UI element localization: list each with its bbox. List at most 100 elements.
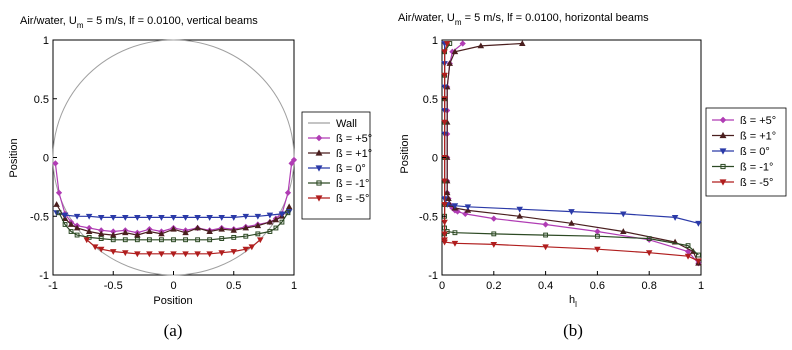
- legend-entry: ß = +1°: [308, 148, 372, 160]
- series-3-point: [110, 215, 117, 221]
- legend-marker: [719, 131, 727, 139]
- legend-marker: [719, 179, 727, 186]
- series-4-point: [98, 236, 104, 241]
- series-3-point: [230, 215, 237, 221]
- series-2-point: [445, 195, 452, 202]
- chart-a-x-axis-label: Position: [153, 295, 192, 307]
- series-4-point: [231, 234, 237, 240]
- series-3-point: [122, 215, 129, 221]
- legend-label: ß = +5°: [336, 133, 372, 145]
- series-3-point: [182, 215, 189, 221]
- series-3-point: [242, 213, 250, 220]
- chart-b-caption: (b): [563, 321, 583, 340]
- series-2-point: [170, 225, 177, 232]
- series-4-point: [110, 237, 116, 243]
- series-5-point: [146, 251, 153, 258]
- series-1-point: [288, 160, 295, 167]
- series-5-point: [170, 251, 177, 258]
- series-5-point: [248, 244, 256, 251]
- series-4-point: [74, 232, 80, 238]
- legend-marker: [720, 163, 726, 170]
- series-4-point: [491, 231, 497, 237]
- series-1-point: [542, 221, 549, 228]
- series-1-point: [459, 40, 466, 47]
- series-2-point: [230, 226, 237, 233]
- y-tick-label: -0.5: [419, 211, 438, 223]
- chart-b-y-ticks: -1 -0.5 0 0.5 1: [419, 35, 446, 282]
- series-4-point: [243, 233, 249, 239]
- series-5-point: [490, 242, 498, 248]
- series-4-point: [56, 210, 62, 216]
- legend-entry: ß = -5°: [308, 193, 369, 205]
- series-4-line: [58, 212, 289, 241]
- series-2-point: [73, 224, 81, 231]
- x-tick-label: -1: [48, 280, 58, 292]
- legend-entry: ß = +1°: [712, 131, 776, 143]
- legend-label: ß = 0°: [740, 146, 770, 158]
- series-2-point: [519, 40, 526, 46]
- legend-entry: ß = -1°: [712, 162, 773, 174]
- series-4-point: [685, 243, 691, 249]
- series-3-point: [146, 215, 153, 221]
- chart-panel-b: Air/water, Um = 5 m/s, lf = 0.0100, hori…: [398, 12, 787, 340]
- chart-a-legend: Wall ß = +5° ß = +1° ß = 0° ß = -1° ß = -5°: [301, 111, 372, 220]
- series-5-point: [441, 231, 448, 238]
- series-3-point: [620, 211, 627, 218]
- series-5-point: [645, 250, 653, 257]
- legend-label: ß = +5°: [740, 115, 776, 127]
- series-2-point: [110, 231, 117, 238]
- chart-b-legend: ß = +5° ß = +1° ß = 0° ß = -1° ß = -5°: [705, 107, 787, 197]
- series-5-point: [158, 251, 165, 258]
- legend-marker: [315, 165, 323, 172]
- series-3-point: [85, 213, 93, 220]
- chart-b-title: Air/water, Um = 5 m/s, lf = 0.0100, hori…: [398, 12, 649, 27]
- series-2-point: [266, 218, 274, 225]
- series-1-point: [290, 156, 298, 163]
- series-4-point: [68, 229, 74, 234]
- series-2-point: [146, 228, 153, 234]
- chart-a-y-ticks: -1 -0.5 0 0.5 1: [30, 35, 57, 282]
- series-2-point: [134, 231, 141, 238]
- series-4-point: [273, 225, 279, 231]
- series-1-point: [284, 189, 292, 196]
- series-5-point: [134, 251, 141, 258]
- legend-marker: [719, 148, 727, 155]
- series-5-point: [441, 202, 448, 208]
- series-4-point: [171, 237, 176, 243]
- series-4-point: [695, 252, 701, 258]
- y-tick-label: 1: [432, 35, 438, 47]
- series-5-point: [218, 250, 225, 257]
- series-5-point: [122, 250, 129, 257]
- y-tick-label: 0: [432, 153, 438, 165]
- series-3-point: [218, 215, 225, 221]
- legend-marker: [315, 149, 323, 156]
- series-2-point: [158, 230, 165, 237]
- chart-b-x-ticks: 0 0.2 0.4 0.6 0.8 1: [439, 271, 704, 292]
- series-2-group: [53, 201, 293, 238]
- series-2-point: [516, 212, 523, 219]
- legend-entry: Wall: [308, 118, 357, 130]
- x-tick-label: 0.8: [642, 280, 657, 292]
- series-2-point: [182, 229, 189, 236]
- series-3-point: [695, 220, 702, 227]
- x-tick-label: -0.5: [104, 280, 123, 292]
- y-tick-label: -0.5: [30, 211, 49, 223]
- series-2-point: [194, 224, 201, 231]
- legend-label: ß = +1°: [740, 131, 776, 143]
- x-tick-label: 0.5: [226, 280, 241, 292]
- series-3-point: [451, 203, 459, 210]
- series-2-point: [218, 225, 225, 232]
- series-4-point: [207, 237, 213, 243]
- series-3-point: [61, 212, 69, 219]
- series-2-point: [122, 229, 129, 236]
- series-2-point: [446, 60, 454, 66]
- series-4-point: [159, 237, 164, 243]
- series-3-point: [671, 215, 679, 221]
- series-3-point: [254, 213, 262, 220]
- chart-panel-a: Air/water, Um = 5 m/s, lf = 0.0100, vert…: [8, 15, 372, 340]
- series-2-point: [285, 203, 293, 210]
- series-5-point: [684, 253, 692, 260]
- series-4-point: [219, 236, 225, 241]
- series-1-point: [490, 215, 497, 222]
